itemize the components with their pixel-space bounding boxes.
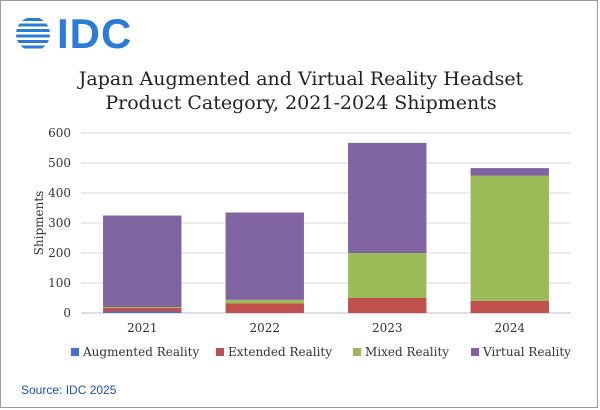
bar-segment-extended-reality (225, 303, 304, 313)
brand-name: IDC (57, 10, 133, 57)
y-tick-label: 200 (48, 246, 71, 260)
legend-swatch (471, 348, 479, 356)
bar-segment-virtual-reality (348, 142, 427, 253)
globe-icon (16, 18, 50, 49)
legend-swatch (71, 348, 79, 356)
bar-segment-virtual-reality (225, 212, 304, 300)
chart-title-line-1: Japan Augmented and Virtual Reality Head… (78, 68, 524, 90)
legend-label: Virtual Reality (482, 345, 571, 359)
bar-segment-virtual-reality (103, 215, 182, 307)
y-tick-label: 400 (48, 186, 71, 200)
legend-label: Extended Reality (228, 345, 332, 359)
bar-segment-virtual-reality (470, 168, 549, 176)
bar-segment-extended-reality (470, 301, 549, 313)
legend-label: Augmented Reality (82, 345, 199, 359)
bar-segment-extended-reality (348, 298, 427, 313)
bar-segment-mixed-reality (225, 299, 304, 304)
bar-segment-mixed-reality (103, 307, 182, 308)
legend-label: Mixed Reality (365, 345, 449, 359)
y-tick-label: 600 (48, 126, 71, 140)
bar-segment-mixed-reality (470, 175, 549, 301)
y-tick-label: 500 (48, 156, 71, 170)
chart-title-line-2: Product Category, 2021-2024 Shipments (105, 92, 497, 114)
chart-title: Japan Augmented and Virtual Reality Head… (1, 67, 600, 115)
idc-logo: IDC (15, 13, 132, 55)
y-tick-label: 100 (48, 276, 71, 290)
bar-segment-extended-reality (103, 307, 182, 312)
x-tick-label: 2022 (249, 321, 280, 335)
y-axis-title: Shipments (32, 191, 46, 256)
y-tick-label: 0 (63, 306, 71, 320)
y-tick-label: 300 (48, 216, 71, 230)
bar-segment-augmented-reality (103, 311, 182, 313)
source-note: Source: IDC 2025 (21, 383, 117, 397)
x-tick-label: 2024 (494, 321, 525, 335)
x-tick-label: 2023 (372, 321, 403, 335)
bar-segment-mixed-reality (348, 253, 427, 298)
x-tick-label: 2021 (127, 321, 158, 335)
legend-swatch (216, 348, 224, 356)
legend-swatch (353, 348, 361, 356)
